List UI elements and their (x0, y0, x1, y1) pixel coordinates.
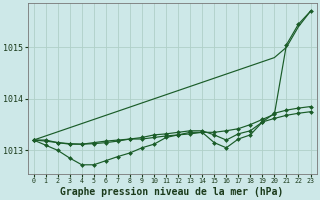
X-axis label: Graphe pression niveau de la mer (hPa): Graphe pression niveau de la mer (hPa) (60, 186, 284, 197)
